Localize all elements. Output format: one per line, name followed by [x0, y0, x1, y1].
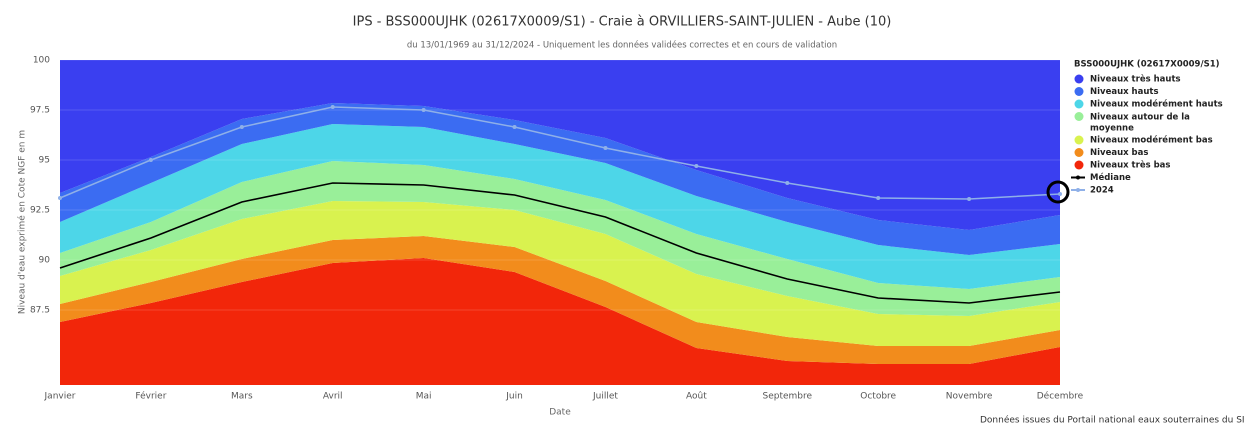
legend-swatch [1074, 148, 1084, 157]
band-area [60, 161, 1060, 316]
y-tick-label: 90 [39, 256, 51, 266]
x-tick-label: Avril [323, 392, 343, 402]
legend-label-line: moyenne [1090, 123, 1134, 133]
x-tick-label: Juin [505, 392, 523, 402]
series-marker [58, 196, 62, 200]
legend-label: Niveaux modérément bas [1090, 135, 1213, 146]
legend-label: Niveaux autour de la moyenne [1090, 112, 1190, 133]
series-marker [421, 108, 426, 112]
legend-label: Niveaux très hauts [1090, 74, 1181, 85]
source-note: Données issues du Portail national eaux … [980, 415, 1245, 423]
chart-subtitle: du 13/01/1969 au 31/12/2024 - Uniquement… [407, 40, 837, 51]
x-tick-label: Septembre [762, 392, 812, 402]
series-marker [1058, 192, 1062, 196]
legend-dot [1076, 175, 1080, 180]
band-area [60, 103, 1060, 255]
series-marker [512, 125, 517, 129]
y-tick-label: 100 [33, 56, 50, 66]
legend-label: Médiane [1090, 172, 1131, 183]
y-tick-label: 97.5 [30, 106, 50, 116]
legend-swatch [1074, 74, 1084, 84]
series-marker [148, 158, 153, 162]
series-marker [330, 105, 335, 109]
legend-title: BSS000UJHK (02617X0009/S1) [1074, 60, 1220, 70]
series-marker [603, 146, 608, 150]
legend-swatch [1074, 135, 1084, 145]
x-tick-label: Mai [416, 392, 432, 402]
legend-label: Niveaux bas [1090, 148, 1148, 158]
band-area [60, 258, 1060, 385]
series-marker [876, 196, 881, 200]
series-marker [694, 164, 699, 168]
x-tick-label: Novembre [946, 392, 993, 402]
y-tick-label: 92.5 [30, 206, 50, 216]
x-tick-label: Décembre [1037, 391, 1084, 402]
band-area [60, 236, 1060, 364]
x-axis-label: Date [549, 408, 571, 418]
series-line [59, 182, 1061, 304]
band-area [60, 201, 1060, 346]
series-marker [785, 181, 790, 185]
highlight-ring [1046, 180, 1070, 204]
series-marker [239, 125, 244, 129]
band-area [60, 124, 1060, 289]
legend-label: Niveaux hauts [1090, 87, 1159, 97]
x-tick-label: Juillet [592, 392, 618, 402]
legend-label: 2024 [1090, 186, 1114, 196]
legend-label: Niveaux très bas [1090, 160, 1170, 171]
chart-title: IPS - BSS000UJHK (02617X0009/S1) - Craie… [353, 15, 892, 30]
series-line [59, 106, 1061, 200]
y-tick-label: 87.5 [30, 306, 50, 316]
x-tick-label: Août [686, 392, 707, 402]
plot-area [58, 59, 1062, 385]
legend-swatch [1074, 99, 1084, 109]
legend-swatch [1074, 112, 1084, 121]
legend-swatch [1074, 87, 1084, 96]
legend-label: Niveaux modérément hauts [1090, 99, 1223, 110]
series-marker [967, 197, 972, 201]
x-tick-label: Janvier [44, 392, 76, 402]
x-tick-label: Mars [231, 392, 253, 402]
y-tick-label: 95 [39, 156, 50, 166]
legend-swatch [1074, 160, 1084, 170]
legend-dot [1076, 188, 1080, 192]
legend-label-line: Niveaux autour de la [1090, 112, 1190, 122]
y-axis-label: Niveau d'eau exprimé en Cote NGF en m [17, 130, 28, 314]
x-tick-label: Février [135, 391, 166, 402]
x-tick-label: Octobre [860, 392, 896, 402]
